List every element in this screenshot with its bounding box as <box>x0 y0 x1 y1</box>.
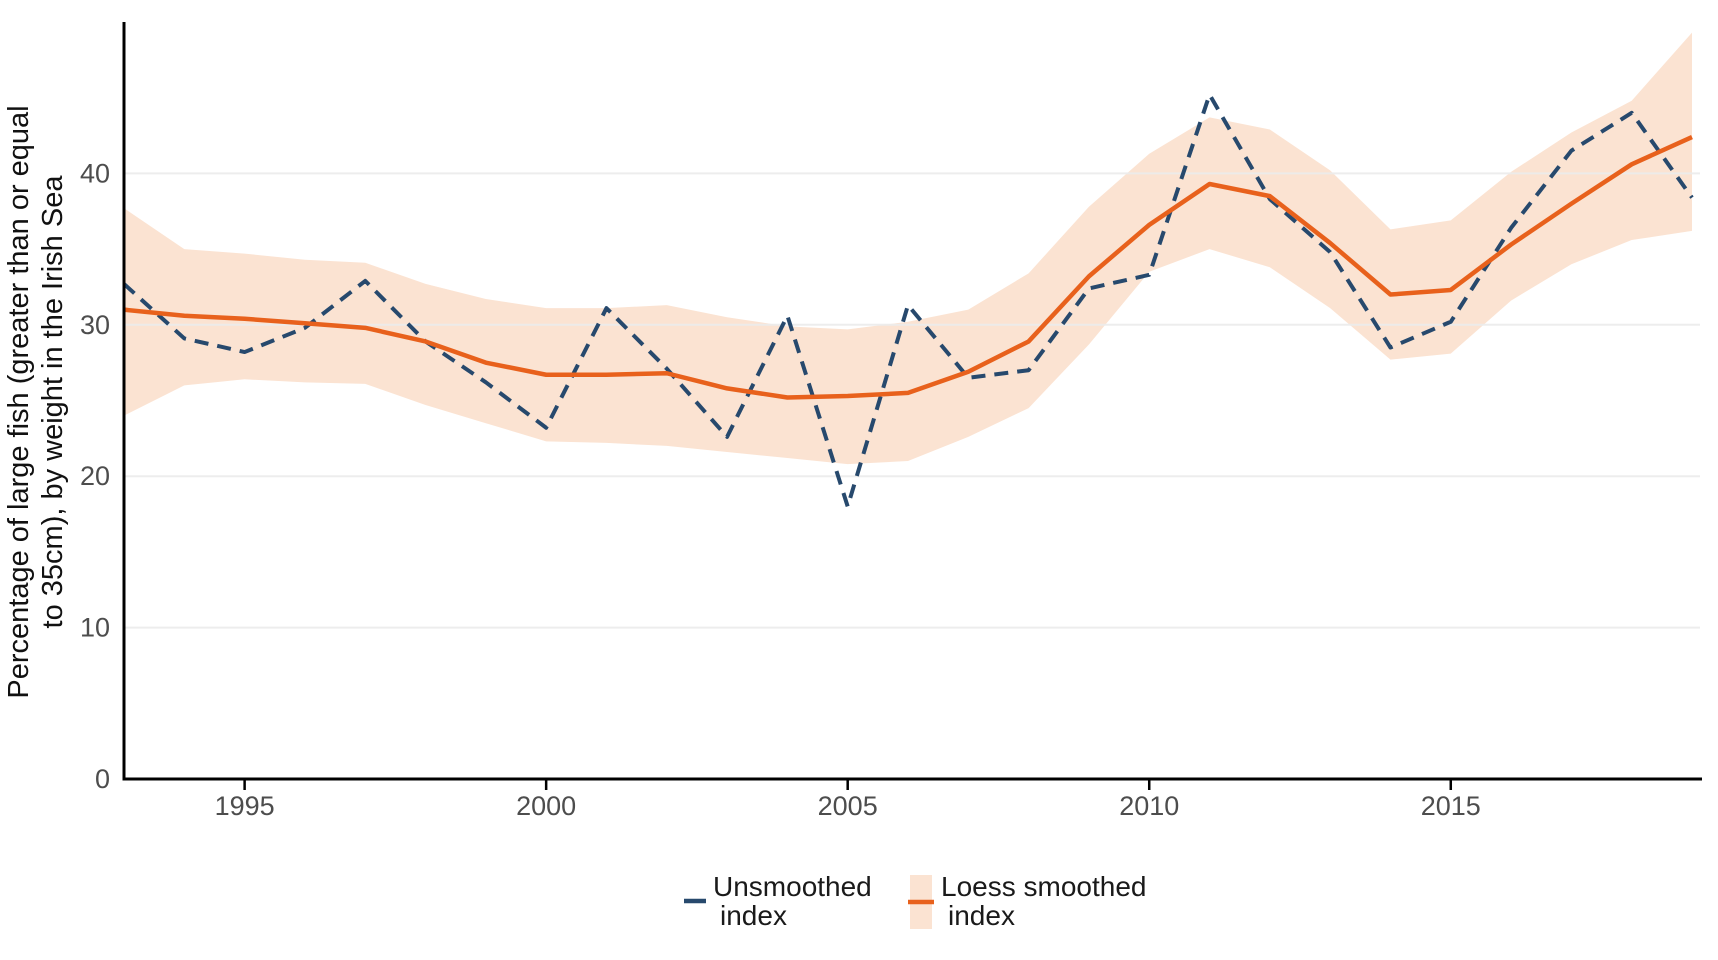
unsmoothed-index-line <box>122 92 1694 509</box>
unsmoothed-legend-label-line2: index <box>720 900 787 931</box>
confidence-band <box>124 32 1692 465</box>
loess-smoothed-line <box>123 135 1693 400</box>
unsmoothed-legend-label-line1: Unsmoothed <box>713 871 872 902</box>
y-tick-label-0: 0 <box>95 764 110 794</box>
gridline-layer <box>124 172 1700 629</box>
x-tick-label-2015: 2015 <box>1421 791 1481 821</box>
y-tick-label-10: 10 <box>80 613 110 643</box>
x-tick-label-2000: 2000 <box>516 791 576 821</box>
y-axis-title-line1: Percentage of large fish (greater than o… <box>3 105 35 698</box>
y-tick-label-40: 40 <box>80 158 110 188</box>
x-tick-label-2010: 2010 <box>1119 791 1179 821</box>
ci-band-layer <box>124 32 1692 465</box>
loess-legend-label-line2: index <box>948 900 1015 931</box>
x-tick-label-1995: 1995 <box>215 791 275 821</box>
legend: Unsmoothed index Loess smoothed index <box>684 871 1146 931</box>
axes-layer: 1995 2000 2005 2010 2015 0 10 20 30 40 <box>80 22 1702 821</box>
series-layer <box>122 92 1694 509</box>
y-tick-label-30: 30 <box>80 310 110 340</box>
x-tick-label-2005: 2005 <box>818 791 878 821</box>
loess-legend-label-line1: Loess smoothed <box>941 871 1146 902</box>
y-axis-title-line2: to 35cm), by weight in the Irish Sea <box>37 175 69 629</box>
y-tick-label-20: 20 <box>80 461 110 491</box>
